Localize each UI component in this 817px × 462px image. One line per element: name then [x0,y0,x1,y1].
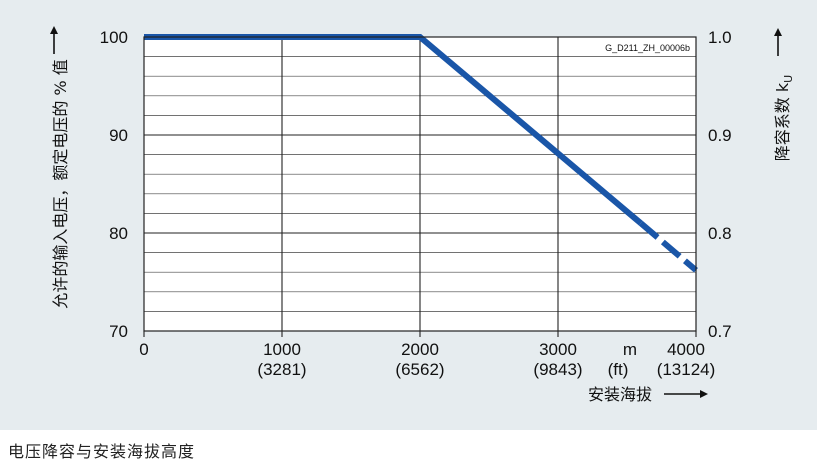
y-left-tick-label: 70 [109,322,128,341]
y-left-axis-title-group: 允许的输入电压，额定电压的 % 值 [51,59,70,308]
y-right-axis-title: 降容系数 kU [773,75,795,161]
grid [144,37,696,331]
y-right-arrow-icon [774,28,782,56]
x-unit-ft: (ft) [608,360,629,379]
y-right-axis-title-sub: U [782,75,795,83]
y-right-tick-label: 0.9 [708,126,732,145]
figure-caption: 电压降容与安装海拔高度 [8,442,196,461]
chart-id-label: G_D211_ZH_00006b [605,43,690,53]
x-axis-arrow-icon [664,390,708,398]
x-tick-label: 2000 [401,340,439,359]
x-tick-ft-label: (3281) [257,360,306,379]
x-tick-ft-label: (13124) [657,360,716,379]
x-axis-title: 安装海拔 [588,385,652,404]
label-layer: 70 80 90 100 0.7 0.8 0.9 1.0 0 1000(3281) 2000(656… [100,28,732,379]
y-right-tick-label: 0.8 [708,224,732,243]
chart-svg: 70 80 90 100 0.7 0.8 0.9 1.0 0 1000(3281) 2000(656… [50,26,795,404]
y-right-axis-title-text: 降容系数 k [773,82,792,161]
x-unit-m: m [623,340,637,359]
y-right-tick-label: 0.7 [708,322,732,341]
y-left-arrow-icon [50,26,58,54]
y-right-tick-label: 1.0 [708,28,732,47]
y-left-axis-title: 允许的输入电压，额定电压的 % 值 [51,59,70,308]
chart-figure: 70 80 90 100 0.7 0.8 0.9 1.0 0 1000 (3281) 2000 (656… [0,0,817,430]
x-tick-label: 4000 [667,340,705,359]
x-tick-label: 0 [139,340,148,359]
y-left-tick-label: 90 [109,126,128,145]
y-left-tick-label: 100 [100,28,128,47]
x-tick-ft-label: (6562) [395,360,444,379]
y-right-axis-title-group: 降容系数 kU [773,75,795,161]
series-line-dashed [638,220,698,273]
y-left-tick-label: 80 [109,224,128,243]
x-tick-label: 3000 [539,340,577,359]
x-tick-ft-label: (9843) [533,360,582,379]
x-tick-label: 1000 [263,340,301,359]
